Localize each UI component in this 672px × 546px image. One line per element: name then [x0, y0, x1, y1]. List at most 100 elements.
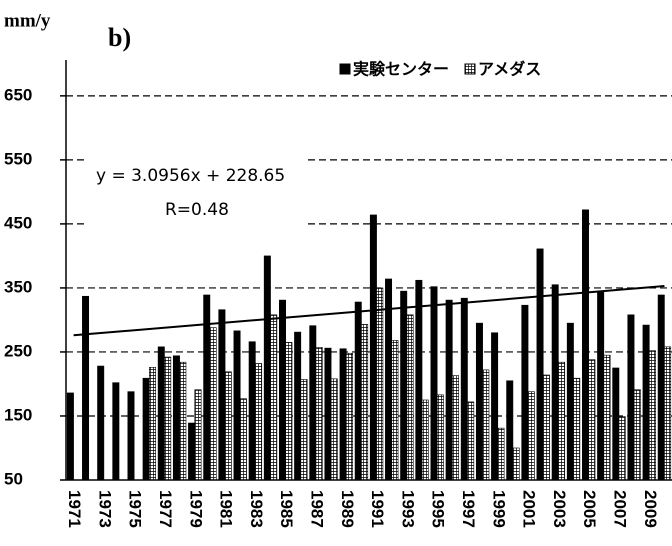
x-tick-label: 1983 — [247, 490, 266, 528]
x-tick-label: 2005 — [580, 490, 599, 528]
bar — [224, 371, 232, 481]
x-tick-label: 1979 — [186, 490, 205, 528]
bar — [233, 330, 241, 481]
bar — [566, 322, 574, 481]
bar — [263, 255, 271, 481]
x-tick-label: 1995 — [429, 490, 448, 528]
x-tick-label: 1999 — [489, 490, 508, 528]
bar — [345, 352, 353, 481]
bar — [558, 361, 566, 481]
annotation-bg — [86, 158, 308, 228]
bar — [82, 295, 90, 481]
bar — [482, 369, 490, 481]
bar — [330, 378, 338, 481]
bar — [172, 355, 180, 481]
bar — [194, 389, 202, 481]
bar — [248, 341, 256, 481]
bar — [164, 356, 172, 481]
legend-label: アメダス — [478, 60, 541, 79]
bar — [521, 304, 529, 481]
bar — [354, 301, 362, 481]
y-tick-label: 550 — [4, 149, 32, 168]
bar — [612, 367, 620, 481]
bar — [270, 314, 278, 481]
bar — [618, 416, 626, 481]
bar — [460, 297, 468, 481]
bar — [209, 327, 217, 481]
x-tick-label: 1977 — [156, 490, 175, 528]
bar — [597, 290, 605, 481]
bar — [300, 379, 308, 481]
x-tick-label: 1991 — [368, 490, 387, 528]
bar — [415, 279, 423, 481]
bar — [285, 342, 293, 481]
bar — [491, 332, 499, 481]
chart-title: b) — [108, 23, 131, 52]
bar — [324, 347, 332, 481]
y-tick-label: 50 — [4, 469, 23, 488]
x-tick-label: 2009 — [641, 490, 660, 528]
bar — [361, 324, 369, 481]
bar — [603, 354, 611, 481]
bar — [218, 309, 226, 481]
bar — [445, 299, 453, 481]
bar — [97, 365, 105, 481]
bar — [369, 214, 377, 481]
bar — [573, 377, 581, 481]
bar — [239, 398, 247, 481]
bar — [315, 347, 323, 481]
bar — [506, 380, 514, 481]
x-tick-label: 1987 — [307, 490, 326, 528]
x-tick-label: 2007 — [610, 490, 629, 528]
bar — [406, 314, 414, 481]
bar — [376, 287, 384, 481]
y-tick-label: 350 — [4, 277, 32, 296]
bar — [179, 361, 187, 481]
bar — [127, 391, 135, 481]
bar — [157, 346, 165, 481]
x-tick-label: 1975 — [126, 490, 145, 528]
x-tick-label: 1973 — [95, 490, 114, 528]
bar — [391, 340, 399, 481]
bar — [648, 350, 656, 481]
legend-label: 実験センター — [353, 60, 449, 79]
bar — [582, 209, 589, 481]
bar — [512, 447, 520, 481]
bar — [452, 375, 459, 481]
trend-equation: y = 3.0956x + 228.65 — [96, 166, 285, 186]
bar — [527, 391, 535, 481]
x-tick-label: 1971 — [65, 490, 84, 528]
bar — [475, 322, 483, 481]
x-tick-label: 1981 — [217, 490, 236, 528]
bar — [112, 382, 120, 481]
legend-swatch — [464, 63, 476, 75]
bar — [627, 314, 635, 481]
legend-swatch — [339, 63, 351, 75]
bar — [400, 290, 408, 481]
bar — [421, 399, 429, 481]
bar — [588, 359, 596, 481]
bar — [551, 284, 559, 481]
bar — [436, 394, 444, 481]
bar — [66, 392, 74, 481]
bar — [294, 331, 302, 481]
bar — [430, 286, 438, 481]
y-tick-label: 250 — [4, 341, 32, 360]
bar — [149, 367, 156, 481]
x-tick-label: 1989 — [338, 490, 357, 528]
bar — [279, 299, 286, 481]
trend-r: R=0.48 — [165, 200, 229, 220]
bar — [497, 427, 505, 481]
bar — [203, 294, 211, 481]
y-axis-label: mm/y — [4, 10, 51, 31]
x-tick-label: 1993 — [398, 490, 417, 528]
bar — [642, 324, 650, 481]
bar — [536, 248, 544, 481]
y-tick-label: 650 — [4, 85, 32, 104]
bar — [339, 348, 347, 481]
y-tick-label: 450 — [4, 213, 32, 232]
trend-line — [73, 285, 665, 337]
bar — [142, 377, 150, 481]
y-tick-label: 150 — [4, 405, 32, 424]
x-tick-label: 2001 — [520, 490, 539, 528]
